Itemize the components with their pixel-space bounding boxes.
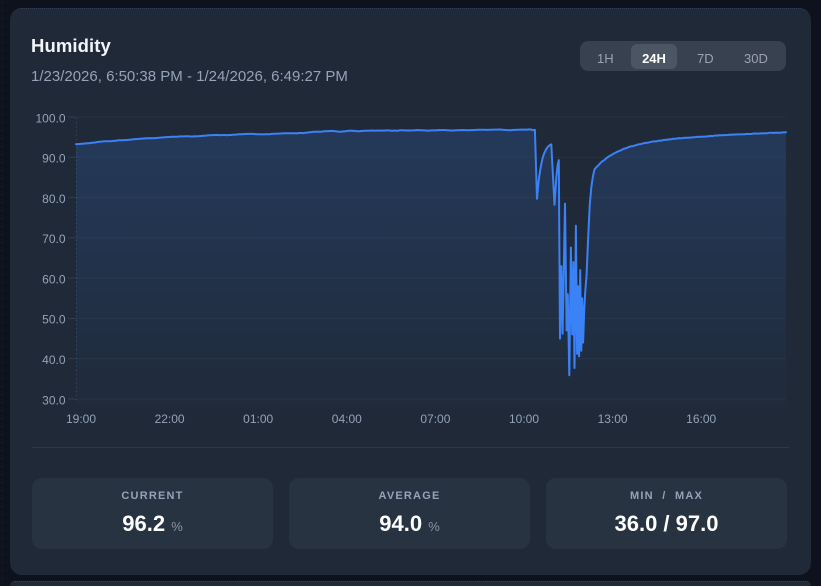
svg-text:50.0: 50.0 [42,313,66,327]
svg-text:30.0: 30.0 [42,393,66,407]
svg-text:70.0: 70.0 [42,232,66,246]
svg-text:60.0: 60.0 [42,272,66,286]
svg-text:04:00: 04:00 [332,412,362,426]
svg-text:19:00: 19:00 [66,412,96,426]
svg-text:40.0: 40.0 [42,353,66,367]
svg-text:10:00: 10:00 [509,412,539,426]
svg-text:13:00: 13:00 [598,412,628,426]
svg-text:01:00: 01:00 [243,412,273,426]
svg-text:22:00: 22:00 [155,412,185,426]
svg-text:100.0: 100.0 [35,111,65,125]
svg-text:16:00: 16:00 [686,412,716,426]
svg-text:80.0: 80.0 [42,192,66,206]
svg-text:07:00: 07:00 [420,412,450,426]
svg-text:90.0: 90.0 [42,152,66,166]
